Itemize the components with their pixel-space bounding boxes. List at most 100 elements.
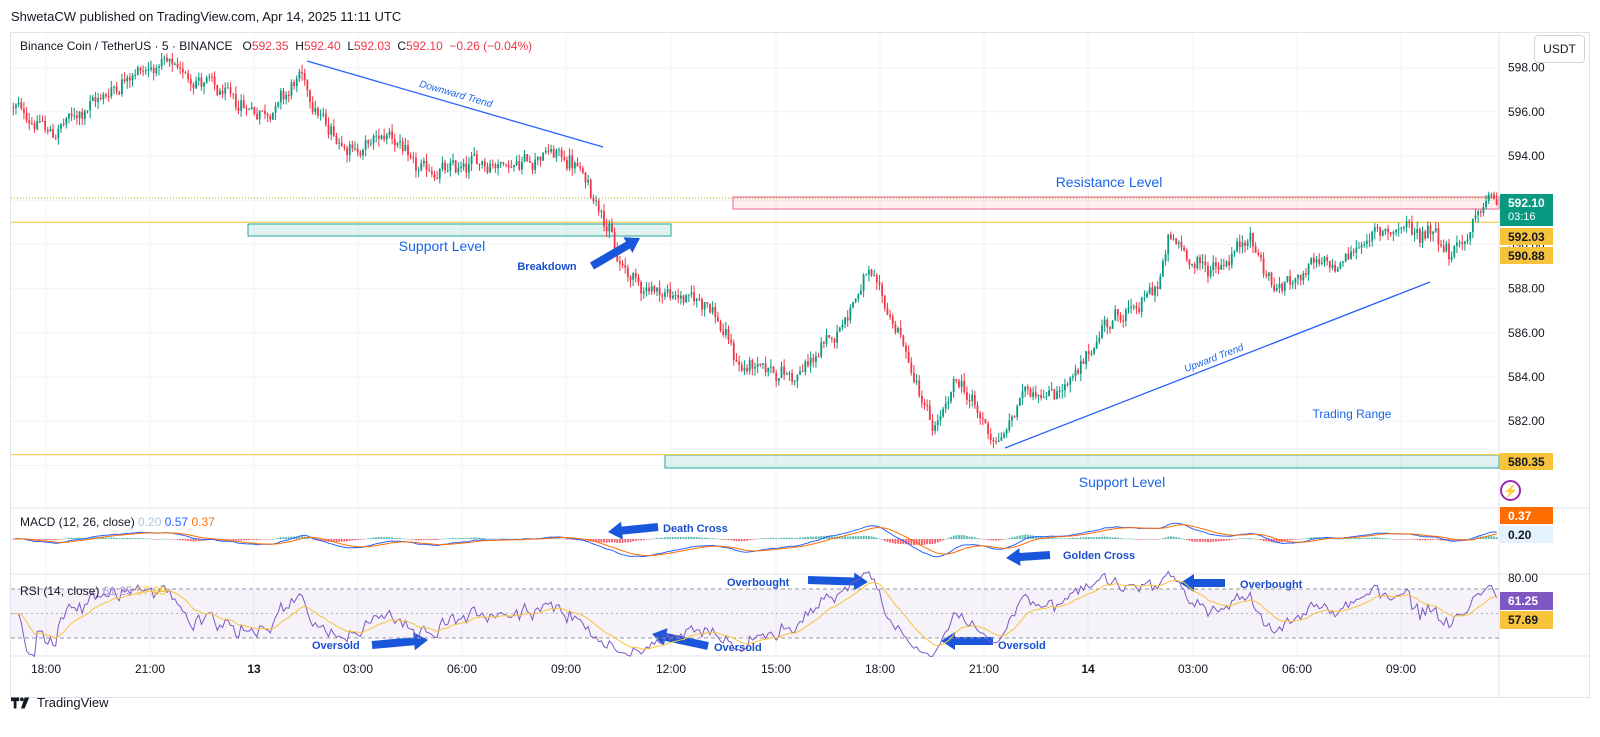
candle-body bbox=[1056, 391, 1058, 400]
candle-body bbox=[1381, 231, 1384, 236]
candle-body bbox=[669, 289, 672, 299]
macd-hist-bar bbox=[677, 537, 680, 539]
macd-hist-bar bbox=[115, 537, 118, 539]
candle-body bbox=[1257, 252, 1260, 255]
macd-hist-bar bbox=[1048, 537, 1050, 539]
candle-body bbox=[751, 360, 754, 369]
candle-body bbox=[902, 335, 905, 346]
macd-hist-bar bbox=[918, 539, 921, 546]
macd-hist-bar bbox=[1352, 538, 1355, 539]
macd-hist-bar bbox=[298, 536, 301, 539]
macd-hist-bar bbox=[727, 539, 730, 541]
macd-hist-bar bbox=[232, 539, 235, 540]
candle-body bbox=[709, 303, 711, 313]
candle-body bbox=[566, 159, 568, 169]
downward-trend-label: Downward Trend bbox=[418, 79, 494, 110]
candle-body bbox=[605, 226, 608, 232]
candle-body bbox=[1204, 261, 1207, 266]
rsi-badge-text: 61.25 bbox=[1508, 594, 1538, 608]
time-tick-label: 14 bbox=[1081, 662, 1095, 676]
candle-body bbox=[997, 440, 1000, 443]
candle-body bbox=[1469, 232, 1472, 240]
candle-body bbox=[91, 97, 94, 102]
candle-body bbox=[1368, 240, 1371, 242]
macd-hist-bar bbox=[1342, 538, 1344, 540]
macd-hist-bar bbox=[407, 539, 409, 540]
macd-hist-bar bbox=[1344, 538, 1347, 539]
macd-hist-bar bbox=[1286, 539, 1289, 541]
oversold-arrow-3 bbox=[941, 632, 993, 650]
macd-hist-bar bbox=[256, 539, 258, 541]
macd-hist-bar bbox=[687, 536, 690, 539]
candle-body bbox=[483, 161, 486, 167]
candle-body bbox=[679, 295, 682, 299]
macd-hist-bar bbox=[740, 539, 743, 542]
macd-hist-bar bbox=[1000, 539, 1003, 540]
macd-hist-bar bbox=[783, 537, 786, 539]
lightning-icon[interactable]: ⚡ bbox=[1500, 480, 1521, 501]
support-price-badge: 580.35 bbox=[1500, 453, 1553, 470]
macd-hist-bar bbox=[1034, 536, 1037, 539]
macd-hist-bar bbox=[396, 538, 399, 539]
tradingview-logo-icon bbox=[11, 697, 30, 708]
candle-body bbox=[412, 157, 415, 159]
candle-body bbox=[152, 67, 155, 74]
macd-hist-bar bbox=[1241, 538, 1244, 539]
currency-button[interactable]: USDT bbox=[1534, 35, 1585, 63]
macd-hist-bar bbox=[1440, 539, 1442, 541]
macd-hist-bar bbox=[505, 538, 507, 540]
macd-hist-bar bbox=[311, 539, 314, 540]
candle-body bbox=[748, 360, 751, 372]
macd-hist-bar bbox=[507, 538, 510, 540]
macd-hist-bar bbox=[648, 539, 650, 540]
macd-hist-bar bbox=[1299, 538, 1302, 540]
macd-hist-bar bbox=[380, 537, 383, 539]
macd-hist-bar bbox=[383, 537, 386, 539]
macd-hist-bar bbox=[274, 538, 277, 539]
macd-hist-bar bbox=[330, 539, 333, 542]
macd-hist-bar bbox=[621, 539, 624, 543]
macd-hist-bar bbox=[979, 538, 982, 540]
macd-hist-bar bbox=[309, 538, 311, 539]
candle-body bbox=[1225, 261, 1228, 266]
candle-body bbox=[205, 77, 208, 83]
candle-body bbox=[928, 405, 931, 420]
symbol-legend: Binance Coin / TetherUS · 5 · BINANCE O5… bbox=[20, 39, 532, 53]
macd-hist-bar bbox=[1011, 537, 1013, 539]
time-tick-label: 03:00 bbox=[1178, 662, 1208, 676]
candle-body bbox=[391, 131, 394, 139]
macd-hist-bar bbox=[777, 538, 780, 539]
candle-body bbox=[889, 314, 891, 317]
macd-hist-bar bbox=[762, 538, 764, 539]
macd-hist-bar bbox=[714, 538, 717, 540]
candle-body bbox=[825, 335, 828, 344]
candle-body bbox=[878, 282, 881, 285]
candle-body bbox=[830, 337, 833, 339]
macd-hist-bar bbox=[820, 536, 823, 539]
macd-hist-bar bbox=[997, 539, 1000, 541]
candle-body bbox=[931, 419, 934, 431]
candle-body bbox=[301, 71, 303, 74]
candle-body bbox=[1400, 227, 1403, 229]
candle-body bbox=[886, 307, 889, 315]
macd-hist-bar bbox=[1193, 539, 1196, 542]
macd-hist-bar bbox=[65, 538, 68, 539]
candle-body bbox=[1169, 234, 1172, 240]
candle-body bbox=[1238, 241, 1241, 248]
death-cross-arrow-shape bbox=[607, 521, 659, 540]
candle-body bbox=[224, 87, 227, 94]
candle-body bbox=[1487, 194, 1490, 202]
candle-body bbox=[311, 102, 314, 113]
candle-body bbox=[894, 324, 897, 333]
candle-body bbox=[335, 135, 338, 144]
macd-hist-bar bbox=[701, 537, 703, 539]
candle-body bbox=[1376, 227, 1379, 229]
candle-body bbox=[83, 111, 86, 119]
macd-hist-bar bbox=[865, 535, 868, 539]
candle-body bbox=[23, 108, 25, 113]
candle-body bbox=[1119, 315, 1122, 321]
macd-hist-bar bbox=[791, 537, 793, 539]
macd-hist-bar bbox=[1469, 538, 1472, 539]
macd-hist-bar bbox=[597, 539, 600, 543]
